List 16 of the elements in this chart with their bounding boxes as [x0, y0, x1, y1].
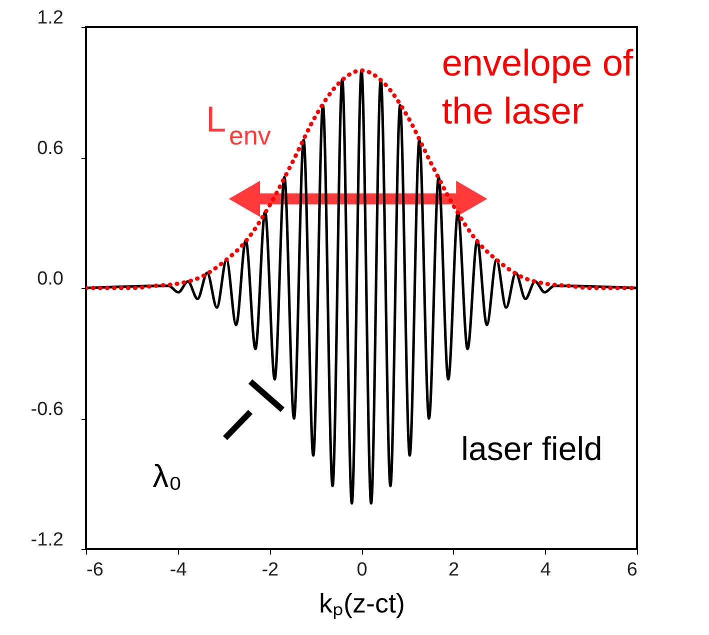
x-tick-label: 2: [448, 560, 460, 580]
x-tick-label: 0: [356, 560, 368, 580]
x-axis-title: kₚ(z-ct): [319, 588, 405, 620]
y-tick-label: 0.6: [37, 138, 64, 159]
y-tick-label: 0.0: [37, 268, 64, 290]
y-tick-label: -0.6: [30, 399, 64, 420]
y-tick-label: -1.2: [30, 530, 64, 550]
x-tick-label: -6: [86, 560, 104, 580]
x-tick-label: 4: [540, 560, 552, 580]
x-tick-label: -4: [170, 560, 188, 580]
annotation: laser field: [461, 430, 602, 468]
annotation: λ₀: [152, 458, 182, 494]
x-tick-label: 6: [626, 560, 638, 580]
annotation: envelope of the laser: [442, 42, 634, 132]
y-tick-label: 1.2: [37, 8, 64, 28]
x-tick-label: -2: [262, 560, 279, 580]
